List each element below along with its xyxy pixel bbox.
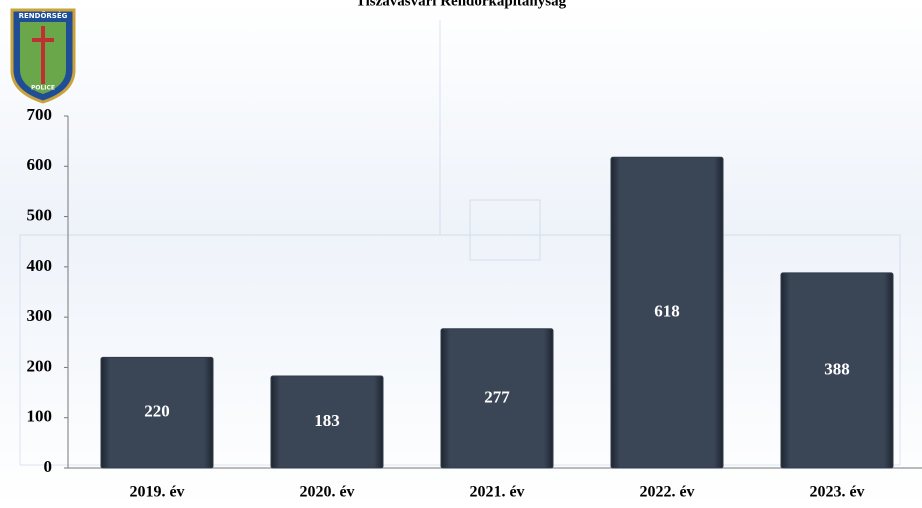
- x-tick-label: 2021. év: [469, 484, 524, 501]
- y-tick-label: 500: [27, 205, 53, 224]
- logo-text: POLICE: [31, 85, 55, 92]
- logo: RENDŐRSÉG POLICE: [10, 8, 76, 104]
- y-tick-label: 600: [27, 155, 53, 174]
- logo-text: RENDŐRSÉG: [19, 11, 68, 20]
- bar: [440, 328, 554, 469]
- bar: [780, 272, 894, 469]
- x-tick-label: 2020. év: [299, 484, 354, 501]
- x-tick-label: 2023. év: [809, 484, 864, 501]
- y-tick-label: 0: [44, 457, 53, 476]
- bar: [610, 156, 724, 469]
- y-tick-label: 300: [27, 306, 53, 325]
- y-tick-label: 700: [27, 105, 53, 124]
- data-label: 277: [484, 387, 510, 406]
- chart-title: Tiszavasvári Rendőrkapitányság: [356, 0, 567, 9]
- data-label: 388: [824, 359, 850, 378]
- x-tick-label: 2022. év: [639, 484, 694, 501]
- bar: [100, 356, 214, 469]
- data-label: 618: [654, 302, 680, 321]
- bar: [270, 375, 384, 469]
- data-label: 220: [144, 402, 170, 421]
- y-tick-label: 100: [27, 407, 53, 426]
- y-tick-label: 200: [27, 356, 53, 375]
- y-tick-label: 400: [27, 256, 53, 275]
- data-label: 183: [314, 411, 340, 430]
- x-tick-label: 2019. év: [129, 484, 184, 501]
